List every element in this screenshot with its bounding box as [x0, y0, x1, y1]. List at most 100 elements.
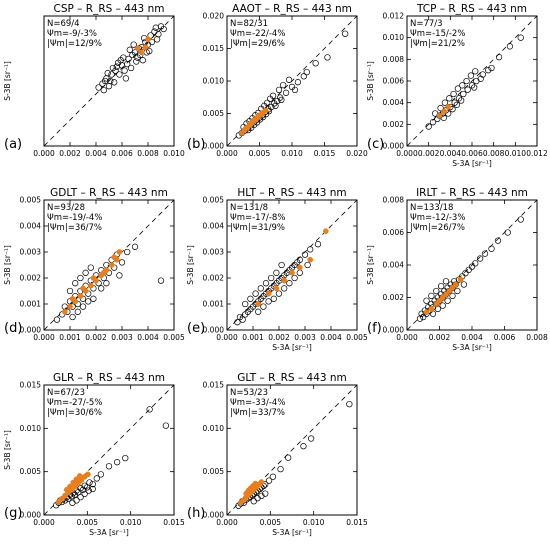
x-tick-label: 0.005	[249, 149, 271, 158]
y-axis-label: S-3B [sr⁻¹]	[3, 245, 12, 285]
y-tick-label: 0.002	[383, 293, 405, 302]
data-point-open	[86, 479, 93, 486]
data-point-open	[304, 261, 311, 269]
data-point-open	[105, 83, 113, 90]
data-point-filled	[252, 480, 259, 487]
data-point-open	[465, 266, 472, 274]
data-point-open	[279, 81, 287, 89]
data-point-open	[285, 76, 293, 83]
panel-title: GDLT – R_RS – 443 nm	[50, 187, 168, 199]
data-point-open	[437, 282, 445, 290]
y-tick-label: 0.001	[203, 300, 225, 309]
data-point-filled	[76, 473, 83, 479]
scatter-panel: 0.000 0.005 0.010 0.015 0.020 0.000 0.005 0.010…	[187, 3, 368, 158]
data-point-open	[98, 285, 105, 292]
y-tick-label: 0.003	[20, 248, 42, 257]
stat-line: |Ψm|=31/9%	[230, 223, 285, 233]
x-tick-label: 0.015	[346, 518, 368, 527]
x-tick-label: 0.003	[111, 333, 133, 342]
x-tick-label: 0.004	[137, 333, 159, 342]
data-point-open	[69, 313, 76, 321]
data-point-open	[449, 292, 456, 300]
scatter-panel: 0.000 0.005 0.010 0.015 0.000 0.005 0.010 0.015…	[187, 372, 368, 537]
data-point-open	[285, 454, 292, 461]
data-point-open	[130, 41, 137, 48]
x-tick-label: 0.005	[77, 518, 99, 527]
data-point-open	[277, 465, 284, 473]
y-tick-label: 0.020	[203, 12, 225, 21]
x-axis-label: S-3A [sr⁻¹]	[272, 343, 312, 352]
panel-letter: (a)	[4, 137, 22, 152]
x-tick-label: 0.002	[85, 333, 107, 342]
x-tick-label: 0.001	[242, 333, 264, 342]
x-tick-label: 0.002	[429, 333, 451, 342]
x-tick-label: 0.000	[216, 333, 238, 342]
data-point-open	[81, 490, 88, 498]
stat-line: Ψm=-33/-4%	[230, 398, 285, 408]
data-point-open	[275, 86, 283, 94]
data-point-open	[450, 90, 457, 98]
one-to-one-line	[406, 15, 538, 147]
data-point-open	[111, 79, 118, 86]
data-point-open	[442, 278, 450, 285]
data-point-open	[269, 473, 277, 480]
data-point-open	[113, 459, 121, 466]
x-tick-label: 0.002	[268, 333, 290, 342]
data-point-open	[69, 499, 76, 506]
data-point-open	[146, 406, 153, 413]
data-point-open	[162, 422, 170, 429]
data-point-filled	[258, 111, 265, 118]
panel-title: GLR – R_RS – 443 nm	[53, 372, 165, 384]
data-point-open	[434, 305, 442, 313]
data-point-open	[127, 64, 135, 72]
x-tick-label: 0.005	[260, 518, 282, 527]
x-tick-label: 0.000	[33, 333, 55, 342]
stat-line: Ψm=-27/-5%	[47, 398, 102, 408]
data-point-open	[61, 303, 68, 310]
stat-line: |Ψm|=26/7%	[410, 223, 465, 233]
x-tick-label: 0.001	[59, 333, 81, 342]
data-point-open	[255, 308, 262, 315]
stat-line: Ψm=-12/-3%	[410, 213, 465, 223]
y-tick-label: 0.010	[383, 33, 405, 42]
data-point-open	[257, 285, 264, 292]
data-point-open	[234, 319, 241, 326]
data-point-open	[346, 400, 353, 408]
data-point-open	[109, 64, 117, 72]
data-point-open	[275, 290, 283, 297]
y-tick-label: 0.002	[20, 274, 42, 283]
data-point-open	[105, 463, 113, 470]
data-point-open	[247, 295, 254, 302]
data-point-open	[307, 435, 315, 442]
data-point-open	[83, 484, 91, 491]
x-tick-label: 0.005	[346, 333, 368, 342]
x-tick-label: 0.000	[396, 149, 418, 158]
data-point-open	[301, 251, 309, 258]
x-tick-label: 0.002	[418, 149, 440, 158]
data-point-open	[254, 495, 261, 502]
data-point-open	[504, 229, 511, 236]
data-point-filled	[77, 293, 84, 300]
data-point-filled	[457, 276, 464, 283]
data-point-open	[463, 77, 470, 85]
data-point-open	[429, 310, 437, 317]
data-point-filled	[67, 303, 73, 310]
y-tick-label: 0.010	[203, 77, 225, 86]
y-tick-label: 0.004	[383, 98, 405, 107]
y-tick-label: 0.004	[203, 222, 225, 231]
data-point-open	[517, 216, 524, 223]
x-tick-label: 0.008	[137, 149, 159, 158]
data-point-open	[121, 67, 128, 74]
x-tick-label: 0.008	[526, 333, 548, 342]
data-point-filled	[145, 36, 151, 43]
y-tick-label: 0.000	[383, 326, 405, 335]
data-point-open	[314, 241, 322, 248]
y-tick-label: 0.005	[203, 196, 225, 205]
data-point-open	[481, 250, 489, 257]
y-tick-label: 0.008	[383, 55, 405, 64]
data-point-open	[462, 269, 469, 277]
data-point-open	[291, 274, 298, 282]
panel-title: HLT – R_RS – 443 nm	[237, 187, 346, 199]
data-point-open	[124, 60, 131, 68]
